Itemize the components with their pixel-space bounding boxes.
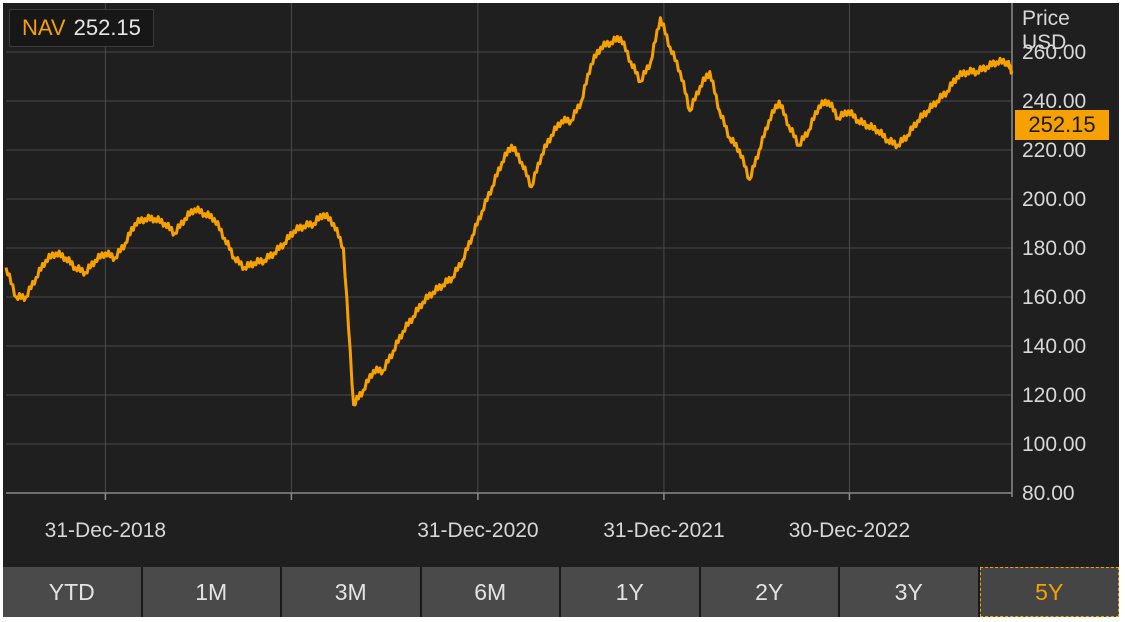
- x-tick-labels: 31-Dec-2018 31-Dec-2020 31-Dec-2021 30-Dec-…: [45, 519, 910, 542]
- y-tick-label: 80.00: [1022, 482, 1075, 505]
- y-tick-label: 180.00: [1022, 237, 1086, 260]
- y-tick-label: 100.00: [1022, 433, 1086, 456]
- x-tick-label: 31-Dec-2021: [603, 519, 724, 542]
- range-button-3y[interactable]: 3Y: [840, 567, 978, 617]
- x-tick-label: 31-Dec-2018: [45, 519, 166, 542]
- range-button-6m[interactable]: 6M: [421, 567, 559, 617]
- range-selector: YTD 1M 3M 6M 1Y 2Y 3Y 5Y: [3, 567, 1119, 617]
- y-tick-label: 260.00: [1022, 41, 1086, 64]
- nav-legend: NAV 252.15: [9, 9, 154, 47]
- nav-legend-label: NAV: [22, 15, 66, 40]
- y-tick-label: 220.00: [1022, 139, 1086, 162]
- unit-line-currency: USD: [1022, 31, 1067, 54]
- nav-legend-value: 252.15: [73, 15, 141, 40]
- unit-line-price: Price: [1022, 7, 1070, 30]
- x-tick-label: 30-Dec-2022: [789, 519, 910, 542]
- range-button-1m[interactable]: 1M: [142, 567, 280, 617]
- y-tick-label: 200.00: [1022, 188, 1086, 211]
- range-button-ytd[interactable]: YTD: [3, 567, 141, 617]
- y-tick-label: 120.00: [1022, 384, 1086, 407]
- price-chart: 80.00 100.00 120.00 140.00 160.00 180.00 200.0…: [4, 3, 1086, 542]
- grid-lines: [6, 3, 1012, 494]
- series-layer: [4, 16, 1014, 407]
- y-tick-label: 140.00: [1022, 335, 1086, 358]
- y-tick-label: 160.00: [1022, 286, 1086, 309]
- range-button-1y[interactable]: 1Y: [561, 567, 699, 617]
- x-tick-label: 31-Dec-2020: [417, 519, 538, 542]
- range-button-2y[interactable]: 2Y: [700, 567, 838, 617]
- range-button-5y[interactable]: 5Y: [979, 567, 1119, 617]
- chart-panel: 80.00 100.00 120.00 140.00 160.00 180.00 200.0…: [3, 3, 1119, 567]
- y-axis-unit: Price USD: [1022, 7, 1070, 55]
- y-tick-labels: 80.00 100.00 120.00 140.00 160.00 180.00 200.0…: [1022, 41, 1086, 505]
- nav-series-line: [4, 16, 1014, 407]
- y-tick-label: 240.00: [1022, 90, 1086, 113]
- last-value-badge: 252.15: [1015, 110, 1109, 140]
- axes: [6, 3, 1013, 500]
- range-button-3m[interactable]: 3M: [282, 567, 420, 617]
